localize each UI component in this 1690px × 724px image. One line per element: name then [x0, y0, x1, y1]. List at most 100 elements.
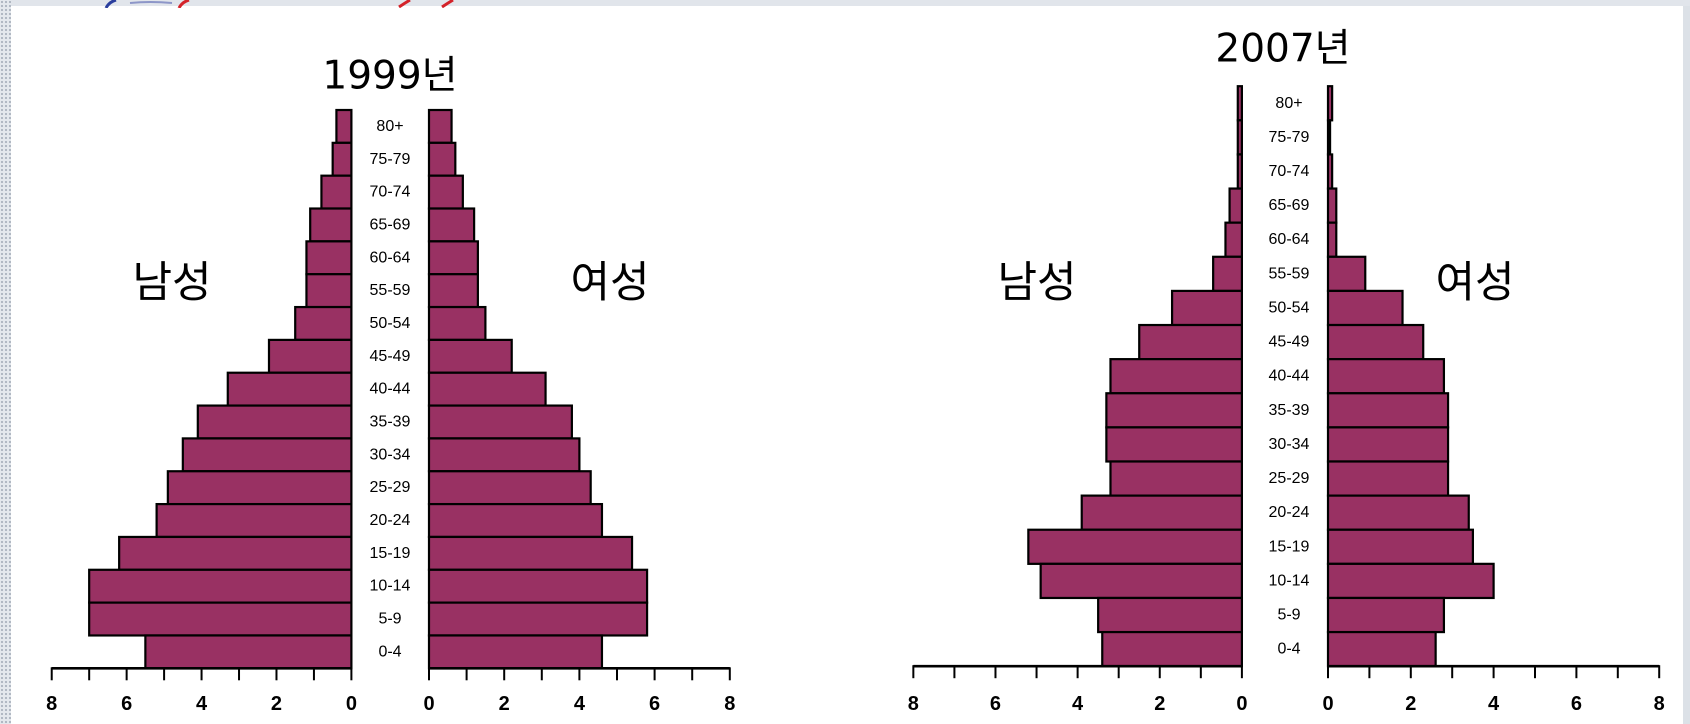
age-label-80-plus: 80+: [376, 118, 403, 135]
female-bar-50-54: [427, 305, 487, 341]
female-bar-0-4: [1326, 630, 1437, 668]
male-bar-80-plus: [1236, 85, 1244, 122]
male-tick-label: 4: [1072, 693, 1084, 715]
female-bar-30-34: [427, 437, 581, 473]
age-label-15-19: 15-19: [1269, 538, 1310, 555]
male-bar-5-9: [1097, 596, 1244, 634]
age-label-35-39: 35-39: [370, 413, 411, 430]
age-label-65-69: 65-69: [1269, 197, 1310, 214]
male-bar-20-24: [1080, 494, 1243, 531]
female-bar-80-plus: [427, 108, 453, 144]
male-tick-label: 6: [121, 693, 132, 715]
male-bar-20-24: [155, 502, 353, 539]
female-bar-75-79: [427, 141, 457, 177]
left-border-strip: [0, 0, 11, 724]
female-bar-50-54: [1326, 289, 1404, 327]
male-bar-60-64: [305, 240, 353, 276]
male-bar-75-79: [331, 141, 353, 177]
female-bar-35-39: [1326, 392, 1450, 429]
age-label-0-4: 0-4: [378, 643, 401, 660]
female-bar-20-24: [427, 502, 604, 539]
male-bar-75-79: [1236, 119, 1244, 156]
population-pyramid-1: 80+75-7970-7465-6960-6455-5950-5445-4940…: [46, 54, 735, 716]
logo-stroke-light-blue: [129, 1, 173, 4]
logo-arc-red-middle: [398, 0, 411, 8]
female-bar-70-74: [1326, 153, 1334, 190]
age-label-70-74: 70-74: [370, 184, 411, 201]
age-label-5-9: 5-9: [1277, 607, 1300, 624]
male-bar-80-plus: [335, 108, 353, 144]
age-label-35-39: 35-39: [1269, 402, 1310, 419]
male-bar-5-9: [88, 601, 353, 637]
age-label-10-14: 10-14: [1269, 572, 1310, 589]
male-bar-35-39: [196, 404, 353, 440]
age-label-25-29: 25-29: [1269, 470, 1310, 487]
age-label-45-49: 45-49: [370, 348, 411, 365]
male-bar-35-39: [1105, 392, 1243, 429]
age-label-30-34: 30-34: [370, 446, 411, 463]
age-label-25-29: 25-29: [370, 479, 411, 496]
female-tick-label: 2: [499, 693, 510, 715]
female-bar-60-64: [427, 240, 479, 276]
male-bar-50-54: [1170, 289, 1243, 327]
age-label-80-plus: 80+: [1275, 95, 1302, 112]
logo-fragment-icon: [104, 0, 454, 8]
male-bar-65-69: [309, 207, 353, 243]
chart-title: 2007년: [1215, 27, 1350, 72]
male-bar-10-14: [1039, 562, 1244, 600]
male-bar-15-19: [1027, 528, 1243, 565]
age-label-0-4: 0-4: [1277, 641, 1300, 658]
male-tick-label: 2: [1154, 693, 1165, 715]
age-label-40-44: 40-44: [1269, 368, 1310, 385]
female-bar-75-79: [1326, 119, 1332, 156]
age-label-65-69: 65-69: [370, 216, 411, 233]
age-label-10-14: 10-14: [370, 578, 411, 595]
female-bar-5-9: [1326, 596, 1446, 634]
male-tick-label: 0: [346, 693, 357, 715]
male-bar-10-14: [88, 568, 353, 604]
male-tick-label: 8: [46, 693, 57, 715]
age-label-30-34: 30-34: [1269, 436, 1310, 453]
female-bar-5-9: [427, 601, 649, 637]
female-bar-25-29: [427, 470, 592, 506]
male-bar-65-69: [1228, 187, 1243, 224]
female-series-label: 여성: [570, 258, 649, 308]
age-label-20-24: 20-24: [1269, 504, 1310, 521]
male-tick-label: 6: [990, 693, 1001, 715]
male-bar-55-59: [305, 273, 353, 309]
male-tick-label: 4: [196, 693, 208, 715]
female-bar-65-69: [427, 207, 476, 243]
female-tick-label: 4: [574, 693, 586, 715]
female-bar-40-44: [1326, 358, 1446, 395]
logo-arc-red-left: [177, 0, 190, 8]
age-label-5-9: 5-9: [378, 611, 401, 628]
male-series-label: 남성: [132, 258, 211, 308]
female-bar-10-14: [1326, 562, 1495, 600]
top-border-strip: [11, 0, 1690, 6]
female-bar-0-4: [427, 634, 604, 670]
age-label-75-79: 75-79: [370, 151, 411, 168]
population-pyramid-2: 80+75-7970-7465-6960-6455-5950-5445-4940…: [908, 27, 1665, 716]
female-tick-label: 0: [1322, 693, 1333, 715]
chart-title: 1999년: [322, 54, 457, 99]
male-bar-40-44: [1109, 358, 1243, 395]
female-bar-65-69: [1326, 187, 1338, 224]
male-bar-0-4: [1101, 630, 1244, 668]
age-label-50-54: 50-54: [370, 315, 411, 332]
male-bar-50-54: [294, 305, 353, 341]
female-bar-40-44: [427, 371, 547, 407]
female-tick-label: 0: [423, 693, 434, 715]
male-tick-label: 2: [271, 693, 282, 715]
age-label-60-64: 60-64: [370, 249, 411, 266]
male-bar-70-74: [1236, 153, 1244, 190]
female-bar-80-plus: [1326, 85, 1334, 122]
female-bar-30-34: [1326, 426, 1450, 463]
male-bar-30-34: [181, 437, 353, 473]
female-bar-10-14: [427, 568, 649, 604]
age-label-50-54: 50-54: [1269, 299, 1310, 316]
male-bar-25-29: [166, 470, 353, 506]
male-bar-25-29: [1109, 460, 1243, 497]
logo-arc-red-right: [441, 0, 454, 8]
female-bar-35-39: [427, 404, 573, 440]
